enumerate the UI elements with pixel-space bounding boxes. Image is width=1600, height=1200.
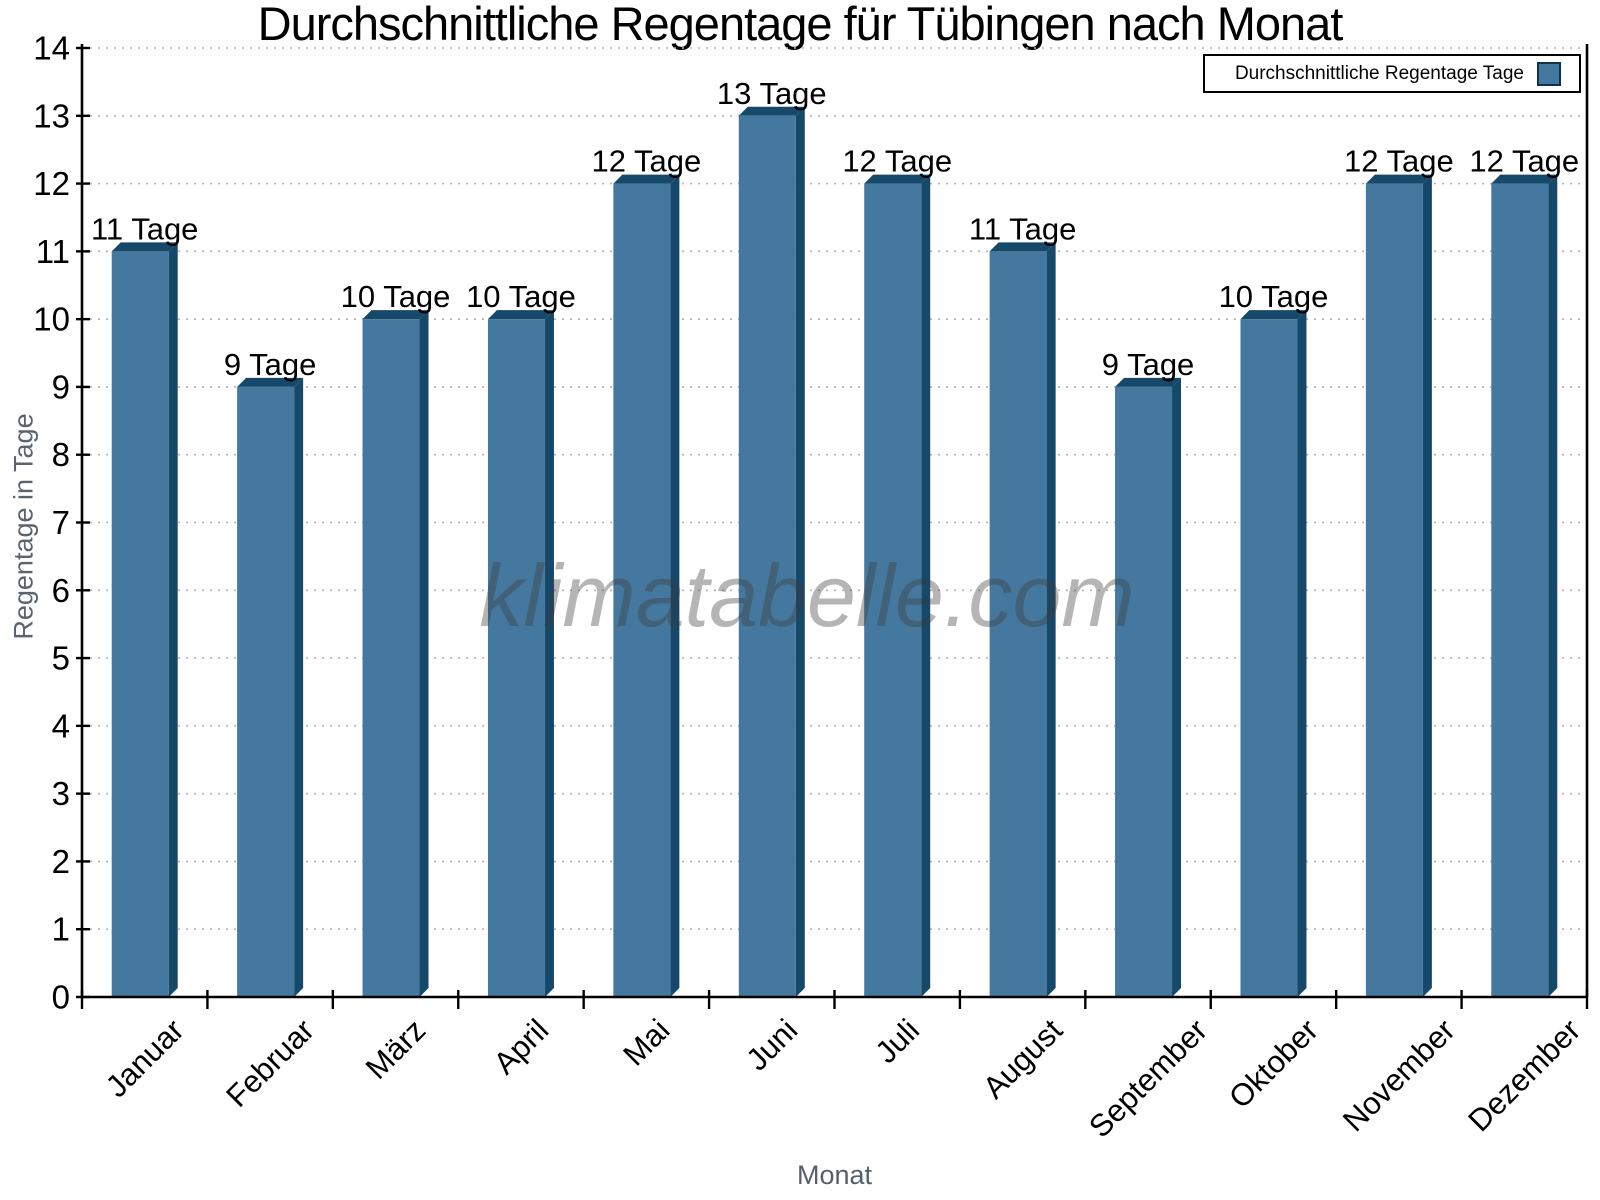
y-tick-label-1: 1	[52, 911, 70, 948]
bar-top-face-juni	[738, 106, 805, 116]
bar-side-face-oktober	[1297, 310, 1307, 998]
bar-top-face-februar	[237, 377, 304, 387]
bar-value-label-januar: 11 Tage	[91, 211, 198, 246]
x-tick-label-april: April	[487, 1012, 556, 1081]
x-tick-label-dezember: Dezember	[1461, 1012, 1587, 1138]
bar-juli	[864, 183, 922, 998]
bar-top-face-november	[1365, 174, 1432, 184]
bar-side-face-januar	[168, 242, 178, 997]
bar-side-face-juni	[795, 106, 805, 998]
bar-side-face-juli	[921, 174, 931, 998]
y-tick-label-12: 12	[33, 165, 70, 202]
y-axis-title: Regentage in Tage	[8, 413, 39, 640]
bar-top-face-mrz	[362, 310, 429, 320]
bar-top-face-september	[1115, 377, 1182, 387]
y-tick-label-4: 4	[52, 707, 70, 744]
y-tick-label-3: 3	[52, 775, 70, 812]
bar-april	[487, 319, 545, 998]
x-tick-label-november: November	[1336, 1012, 1462, 1138]
bar-value-label-februar: 9 Tage	[224, 347, 317, 382]
bar-side-face-februar	[294, 377, 304, 997]
bar-side-face-dezember	[1548, 174, 1558, 998]
bar-juni	[738, 115, 796, 998]
bar-value-label-mrz: 10 Tage	[341, 279, 451, 314]
bar-side-face-april	[544, 310, 554, 998]
bar-value-label-dezember: 12 Tage	[1469, 144, 1579, 179]
bar-value-label-juli: 12 Tage	[842, 144, 952, 179]
y-tick-label-14: 14	[33, 30, 70, 67]
bar-august	[989, 251, 1047, 997]
x-tick-label-januar: Januar	[99, 1012, 191, 1104]
bar-top-face-august	[989, 242, 1056, 252]
bar-side-face-november	[1422, 174, 1432, 998]
bar-top-face-mai	[613, 174, 680, 184]
y-tick-label-11: 11	[36, 233, 70, 270]
bar-side-face-september	[1172, 377, 1182, 997]
bar-top-face-juli	[864, 174, 931, 184]
y-tick-label-7: 7	[52, 504, 70, 541]
bar-value-label-juni: 13 Tage	[717, 76, 827, 111]
y-tick-label-10: 10	[33, 301, 70, 338]
legend-swatch	[1537, 61, 1561, 86]
x-tick-label-oktober: Oktober	[1222, 1012, 1325, 1115]
y-tick-label-2: 2	[52, 843, 70, 880]
bar-value-label-august: 11 Tage	[969, 211, 1076, 246]
bar-top-face-januar	[111, 242, 178, 252]
bar-oktober	[1240, 319, 1298, 998]
bar-side-face-mrz	[419, 310, 429, 998]
y-tick-label-9: 9	[52, 368, 70, 405]
bar-mrz	[362, 319, 420, 998]
legend-label: Durchschnittliche Regentage Tage	[1234, 62, 1524, 84]
y-tick-label-0: 0	[52, 979, 70, 1016]
chart-title: Durchschnittliche Regentage für Tübingen…	[257, 0, 1344, 50]
bar-september	[1115, 386, 1173, 997]
y-tick-label-13: 13	[33, 97, 70, 134]
y-tick-label-6: 6	[52, 572, 70, 609]
bar-mai	[613, 183, 671, 998]
bar-value-label-oktober: 10 Tage	[1219, 279, 1329, 314]
bar-side-face-august	[1046, 242, 1056, 997]
legend: Durchschnittliche Regentage Tage	[1203, 54, 1581, 93]
x-tick-label-august: August	[976, 1012, 1069, 1105]
x-axis-title: Monat	[796, 1160, 873, 1190]
bar-februar	[237, 386, 295, 997]
bar-value-label-november: 12 Tage	[1344, 144, 1454, 179]
bar-dezember	[1491, 183, 1549, 998]
x-tick-label-juli: Juli	[868, 1012, 926, 1070]
x-tick-label-mai: Mai	[616, 1012, 676, 1072]
x-tick-label-juni: Juni	[739, 1012, 804, 1077]
y-tick-label-8: 8	[52, 436, 70, 473]
x-tick-label-september: September	[1082, 1012, 1214, 1144]
x-tick-label-februar: Februar	[219, 1012, 321, 1114]
bar-value-label-mai: 12 Tage	[591, 144, 701, 179]
bar-side-face-mai	[670, 174, 680, 998]
y-tick-label-5: 5	[52, 640, 70, 677]
bar-value-label-september: 9 Tage	[1102, 347, 1195, 382]
bar-januar	[111, 251, 169, 997]
bar-top-face-april	[487, 310, 554, 320]
bar-top-face-dezember	[1491, 174, 1558, 184]
x-tick-label-mrz: März	[359, 1012, 432, 1085]
bar-value-label-april: 10 Tage	[466, 279, 576, 314]
bar-november	[1365, 183, 1423, 998]
bar-top-face-oktober	[1240, 310, 1307, 320]
